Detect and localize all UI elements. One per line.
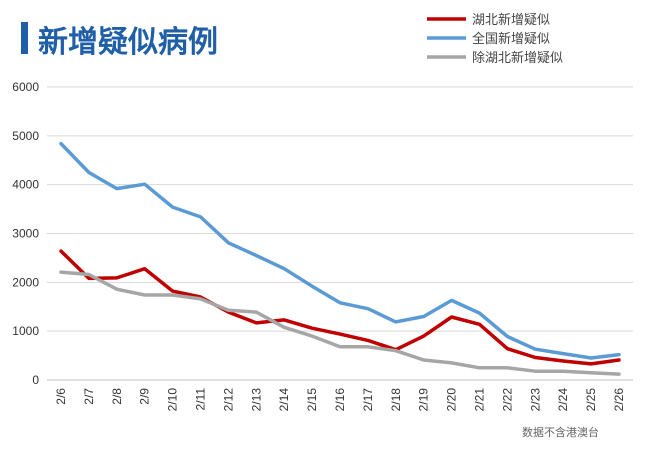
y-tick-label: 6000 — [12, 80, 39, 94]
y-tick-label: 0 — [32, 373, 39, 387]
series-line-0 — [59, 249, 621, 366]
series-lines — [59, 141, 621, 376]
x-tick-label: 2/8 — [110, 388, 124, 405]
x-tick-label: 2/14 — [277, 388, 291, 412]
y-tick-label: 4000 — [12, 178, 39, 192]
title-accent-bar — [21, 22, 28, 54]
x-tick-label: 2/24 — [556, 388, 570, 412]
x-tick-label: 2/26 — [612, 388, 626, 412]
x-tick-label: 2/7 — [82, 388, 96, 405]
series-line-2 — [59, 270, 621, 376]
x-tick-label: 2/25 — [584, 388, 598, 412]
x-tick-label: 2/17 — [361, 388, 375, 412]
x-tick-label: 2/9 — [138, 388, 152, 405]
x-tick-label: 2/13 — [249, 388, 263, 412]
x-tick-label: 2/6 — [54, 388, 68, 405]
x-tick-label: 2/10 — [166, 388, 180, 412]
x-tick-label: 2/18 — [389, 388, 403, 412]
x-tick-label: 2/15 — [305, 388, 319, 412]
source-note: 数据不含港澳台 — [522, 425, 599, 439]
legend-label-2: 除湖北新增疑似 — [472, 50, 563, 66]
series-line-1 — [59, 141, 621, 360]
legend-label-1: 全国新增疑似 — [472, 31, 550, 47]
gridlines — [47, 86, 633, 381]
chart-title: 新增疑似病例 — [38, 25, 218, 60]
x-tick-label: 2/23 — [528, 388, 542, 412]
x-axis-ticks: 2/6 2/7 2/8 2/9 2/10 2/11 2/12 2/13 2/14 2/15 2/16… — [54, 388, 626, 412]
y-tick-label: 1000 — [12, 324, 39, 338]
y-tick-label: 3000 — [12, 227, 39, 241]
x-tick-label: 2/22 — [500, 388, 514, 412]
x-tick-label: 2/20 — [445, 388, 459, 412]
x-tick-label: 2/19 — [417, 388, 431, 412]
x-tick-label: 2/12 — [221, 388, 235, 412]
x-tick-label: 2/21 — [473, 388, 487, 412]
y-axis-ticks: 0 1000 2000 3000 4000 5000 6000 — [12, 80, 39, 387]
x-tick-label: 2/16 — [333, 388, 347, 412]
y-tick-label: 5000 — [12, 129, 39, 143]
x-tick-label: 2/11 — [193, 388, 207, 411]
y-tick-label: 2000 — [12, 275, 39, 289]
legend-label-0: 湖北新增疑似 — [472, 12, 550, 28]
